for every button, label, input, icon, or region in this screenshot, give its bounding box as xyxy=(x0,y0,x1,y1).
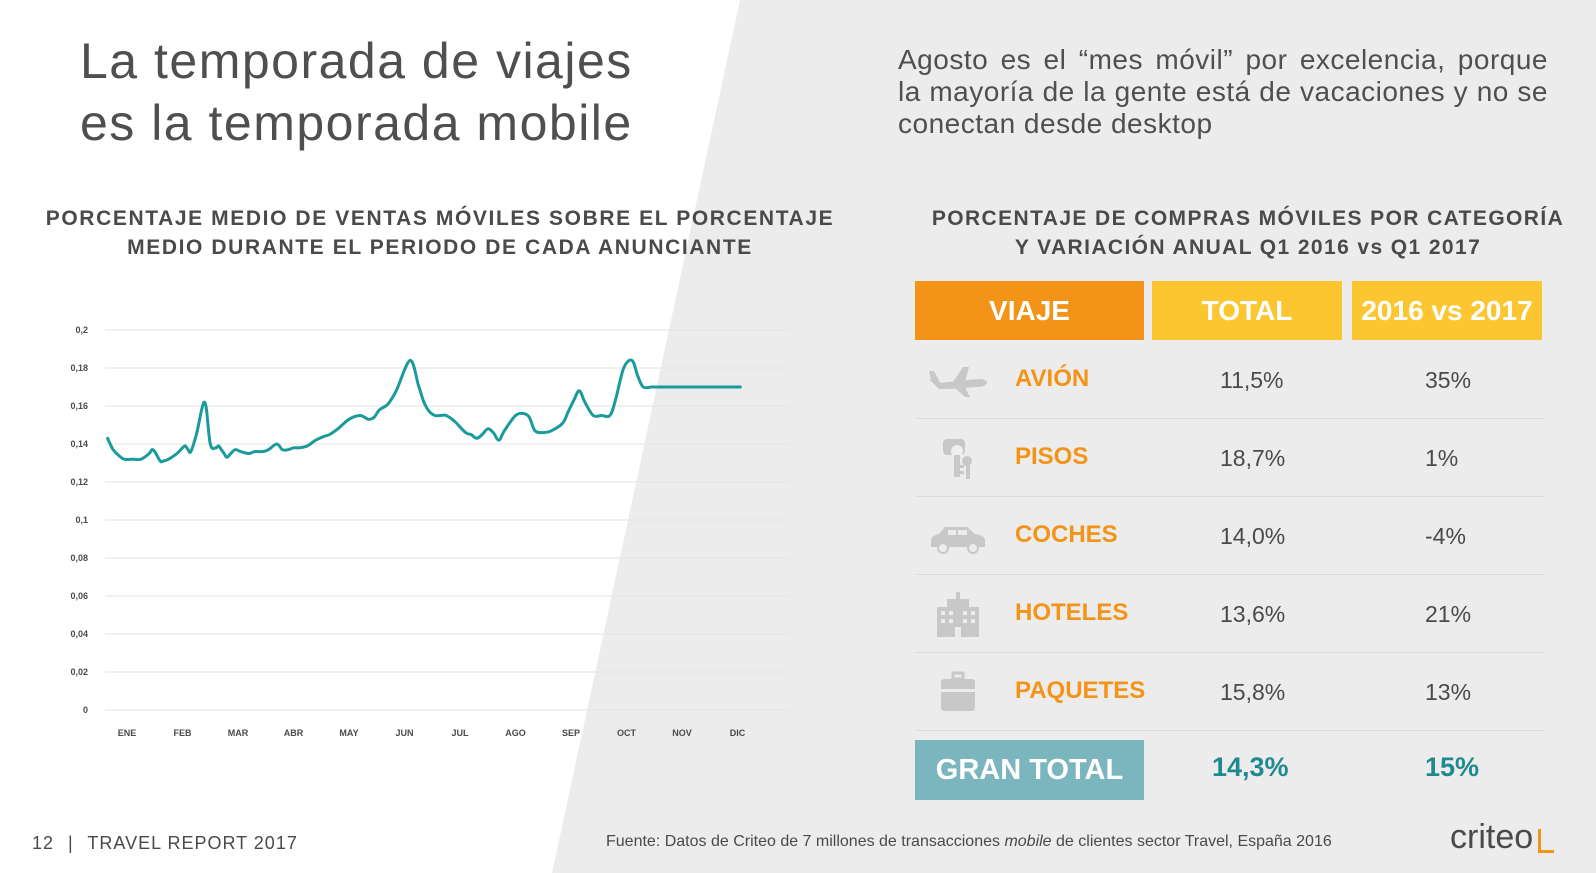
table-row-coches: COCHES 14,0% -4% xyxy=(915,497,1545,575)
table-title: PORCENTAJE DE COMPRAS MÓVILES POR CATEGO… xyxy=(930,204,1566,262)
airplane-icon xyxy=(929,367,987,397)
x-tick-label: JUN xyxy=(395,728,413,738)
row-divider xyxy=(915,418,1545,419)
page-title-line-2: es la temporada mobile xyxy=(80,95,633,151)
category-label: PAQUETES xyxy=(1015,677,1146,704)
source-note: Fuente: Datos de Criteo de 7 millones de… xyxy=(606,833,1332,851)
y-tick-label: 0,06 xyxy=(70,591,88,601)
x-tick-label: MAR xyxy=(228,728,249,738)
grand-total-label: GRAN TOTAL xyxy=(915,740,1144,800)
row-divider xyxy=(915,730,1545,731)
header-total: TOTAL xyxy=(1152,281,1342,340)
chart-title: PORCENTAJE MEDIO DE VENTAS MÓVILES SOBRE… xyxy=(40,204,840,262)
category-label: AVIÓN xyxy=(1015,365,1090,392)
total-value: 11,5% xyxy=(1220,367,1284,393)
grand-total-variation: 15% xyxy=(1425,752,1480,782)
footer-page-info: 12 | TRAVEL REPORT 2017 xyxy=(32,833,298,854)
row-divider xyxy=(915,496,1545,497)
variation-value: -4% xyxy=(1425,523,1466,549)
y-tick-label: 0,2 xyxy=(75,325,88,335)
header-variation: 2016 vs 2017 xyxy=(1352,281,1542,340)
x-tick-label: OCT xyxy=(617,728,637,738)
x-tick-label: AGO xyxy=(505,728,526,738)
source-text-italic: mobile xyxy=(1004,833,1052,850)
intro-text: Agosto es el “mes móvil” por excelencia,… xyxy=(898,44,1548,139)
x-tick-label: MAY xyxy=(339,728,358,738)
criteo-logo-mark xyxy=(1538,829,1554,853)
category-label: HOTELES xyxy=(1015,599,1129,626)
suitcase-icon xyxy=(941,671,975,711)
y-tick-label: 0,18 xyxy=(70,363,88,373)
x-tick-label: DIC xyxy=(730,728,746,738)
x-tick-label: ABR xyxy=(284,728,304,738)
table-row-hoteles: HOTELES 13,6% 21% xyxy=(915,575,1545,653)
variation-value: 35% xyxy=(1425,367,1472,393)
criteo-logo: criteo xyxy=(1450,818,1534,856)
y-tick-label: 0,14 xyxy=(70,439,88,449)
y-tick-label: 0 xyxy=(83,705,88,715)
footer-divider: | xyxy=(68,833,74,853)
variation-value: 13% xyxy=(1425,679,1472,705)
hotel-icon xyxy=(937,592,979,637)
report-name: TRAVEL REPORT 2017 xyxy=(87,833,298,853)
chart-title-line-1: PORCENTAJE MEDIO DE VENTAS MÓVILES SOBRE… xyxy=(45,207,835,230)
variation-value: 21% xyxy=(1425,601,1472,627)
y-tick-label: 0,1 xyxy=(75,515,88,525)
table-row-paquetes: PAQUETES 15,8% 13% xyxy=(915,653,1545,731)
x-tick-label: JUL xyxy=(451,728,469,738)
header-category: VIAJE xyxy=(915,281,1144,340)
total-value: 18,7% xyxy=(1220,445,1286,471)
row-divider xyxy=(915,652,1545,653)
car-icon xyxy=(931,527,985,554)
table-title-line-2: Y VARIACIÓN ANUAL Q1 2016 vs Q1 2017 xyxy=(1014,236,1482,259)
page-title: La temporada de viajes es la temporada m… xyxy=(80,30,720,154)
y-tick-label: 0,04 xyxy=(70,629,88,639)
category-label: COCHES xyxy=(1015,521,1118,548)
table-title-line-1: PORCENTAJE DE COMPRAS MÓVILES POR CATEGO… xyxy=(931,207,1565,230)
x-tick-label: NOV xyxy=(672,728,692,738)
source-text-start: Fuente: Datos de Criteo de 7 millones de… xyxy=(606,833,1005,850)
y-tick-label: 0,12 xyxy=(70,477,88,487)
row-divider xyxy=(915,574,1545,575)
mobile-sales-line-chart: 0 0,02 0,04 0,06 0,08 0,1 0,12 0,14 0,16 0,18 0,2 E… xyxy=(70,325,790,738)
y-tick-label: 0,08 xyxy=(70,553,88,563)
table-row-pisos: PISOS 18,7% 1% xyxy=(915,419,1545,497)
total-value: 15,8% xyxy=(1220,679,1286,705)
grand-total-value: 14,3% xyxy=(1212,752,1289,782)
chart-title-line-2: MEDIO DURANTE EL PERIODO DE CADA ANUNCIA… xyxy=(127,236,753,259)
y-tick-label: 0,16 xyxy=(70,401,88,411)
category-label: PISOS xyxy=(1015,443,1089,470)
x-tick-label: FEB xyxy=(174,728,193,738)
keys-icon xyxy=(943,439,972,479)
x-tick-label: ENE xyxy=(118,728,137,738)
page-title-line-1: La temporada de viajes xyxy=(80,33,633,89)
page-number: 12 xyxy=(32,833,55,853)
table-row-avion: AVIÓN 11,5% 35% xyxy=(915,341,1545,419)
total-value: 14,0% xyxy=(1220,523,1286,549)
series-line xyxy=(106,358,742,464)
y-tick-label: 0,02 xyxy=(70,667,88,677)
source-text-end: de clientes sector Travel, España 2016 xyxy=(1051,833,1332,850)
total-value: 13,6% xyxy=(1220,601,1286,627)
variation-value: 1% xyxy=(1425,445,1459,471)
x-tick-label: SEP xyxy=(562,728,580,738)
